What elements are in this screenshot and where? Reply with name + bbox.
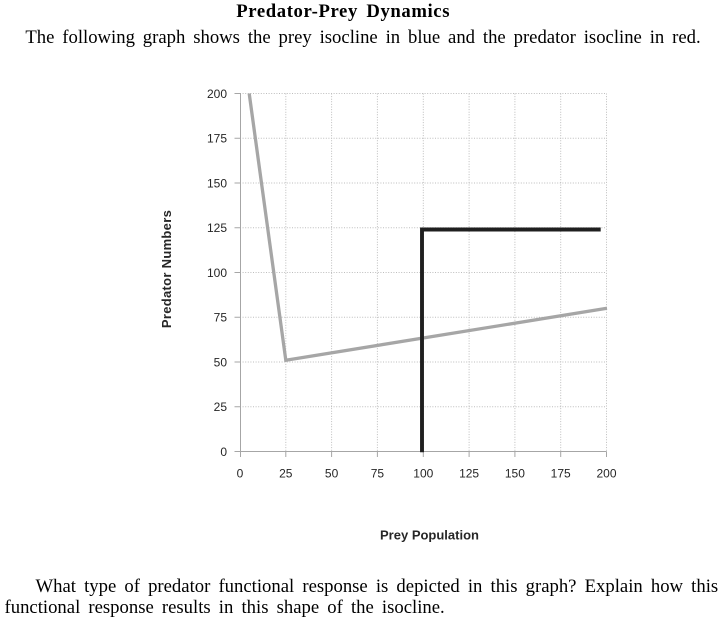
svg-text:50: 50 bbox=[325, 466, 339, 480]
svg-text:200: 200 bbox=[207, 87, 227, 101]
svg-text:125: 125 bbox=[207, 221, 227, 235]
svg-text:150: 150 bbox=[207, 176, 227, 190]
svg-text:25: 25 bbox=[214, 400, 228, 414]
svg-text:100: 100 bbox=[207, 266, 227, 280]
svg-text:0: 0 bbox=[220, 445, 227, 459]
svg-text:25: 25 bbox=[279, 466, 293, 480]
svg-text:0: 0 bbox=[237, 466, 244, 480]
svg-text:100: 100 bbox=[413, 466, 433, 480]
svg-text:75: 75 bbox=[214, 311, 228, 325]
svg-text:125: 125 bbox=[459, 466, 479, 480]
svg-text:150: 150 bbox=[505, 466, 525, 480]
svg-text:175: 175 bbox=[551, 466, 571, 480]
svg-text:Predator Numbers: Predator Numbers bbox=[159, 210, 174, 328]
svg-text:75: 75 bbox=[371, 466, 385, 480]
svg-text:175: 175 bbox=[207, 132, 227, 146]
svg-text:Prey Population: Prey Population bbox=[380, 527, 479, 542]
svg-text:50: 50 bbox=[214, 355, 228, 369]
svg-text:200: 200 bbox=[596, 466, 616, 480]
